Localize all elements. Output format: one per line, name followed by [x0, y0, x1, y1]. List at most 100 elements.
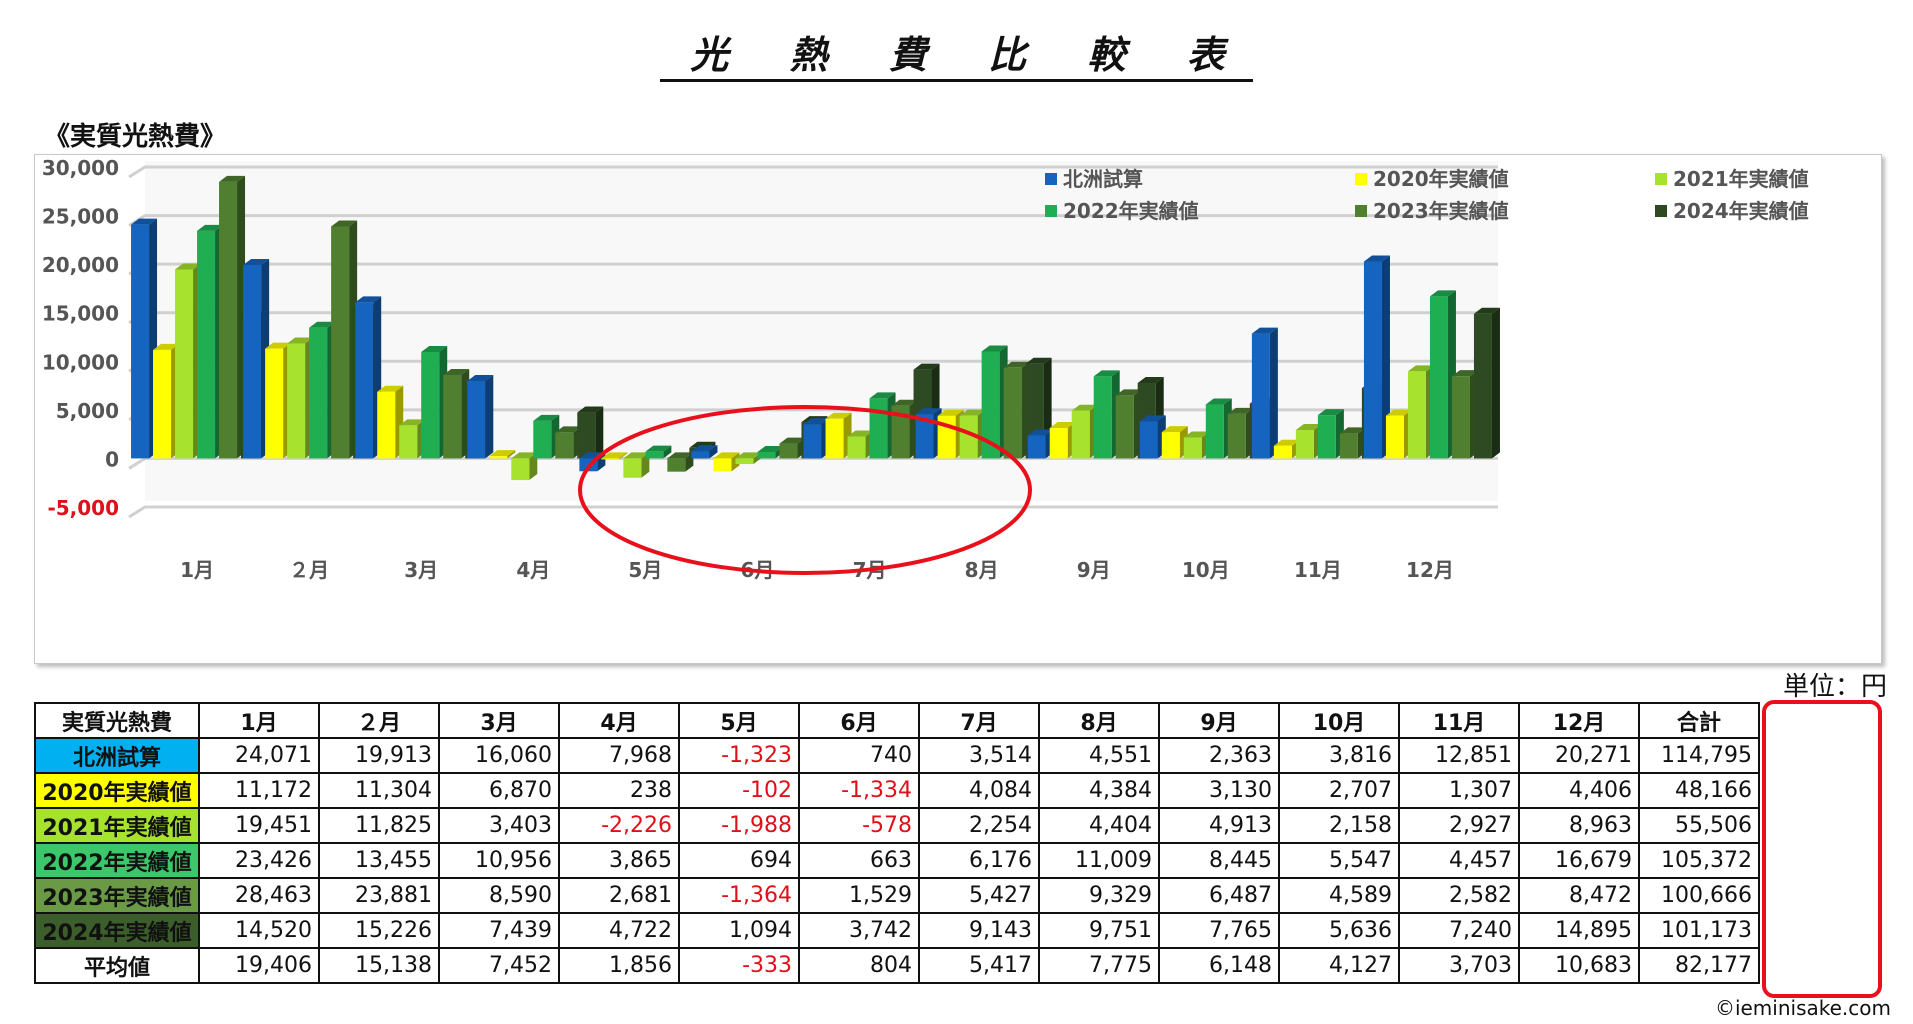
table-total-cell: 105,372: [1638, 842, 1760, 879]
highlight-ellipse: [578, 405, 1032, 575]
bar-top: [1451, 370, 1478, 377]
bar-top: [757, 445, 784, 452]
bar-top: [913, 363, 940, 370]
bar-top: [601, 452, 628, 459]
bar-top: [937, 409, 964, 416]
bar-side: [1269, 327, 1278, 459]
bar: [467, 381, 486, 459]
bar: [1429, 296, 1448, 459]
table-cell: 14,520: [198, 912, 320, 949]
table-cell: 7,240: [1398, 912, 1520, 949]
bar: [869, 398, 888, 459]
bar: [243, 264, 262, 459]
bar-top: [1139, 415, 1166, 422]
copyright-text: ©ieminisake.com: [1714, 996, 1891, 1020]
bar: [1227, 413, 1246, 459]
bar-top: [197, 224, 224, 231]
bar: [1161, 432, 1180, 459]
y-tick-label: 0: [105, 447, 119, 471]
bar-top: [489, 450, 516, 457]
bar: [265, 348, 284, 459]
table-cell: -1,323: [678, 737, 800, 774]
bar-top: [1273, 439, 1300, 446]
table-header-label: 実質光熱費: [34, 702, 200, 739]
table-row: 2021年実績値 19,451 11,825 3,403 -2,226 -1,988 -57…: [34, 807, 1760, 844]
bar: [533, 420, 552, 459]
bar: [891, 405, 910, 459]
bar-top: [1363, 255, 1390, 262]
x-tick-label: 12月: [1406, 558, 1454, 582]
bar: [511, 458, 530, 481]
y-tick-label: 20,000: [42, 253, 119, 277]
y-tick-label: 15,000: [42, 302, 119, 326]
bar: [691, 451, 710, 459]
bar: [601, 458, 620, 460]
table-cell: 3,703: [1398, 947, 1520, 984]
table-header-total: 合計: [1638, 702, 1760, 739]
table-cell: -1,334: [798, 772, 920, 809]
table-cell: 2,158: [1278, 807, 1400, 844]
table-cell: 4,127: [1278, 947, 1400, 984]
bar-top: [467, 375, 494, 382]
table-body: 北洲試算 24,071 19,913 16,060 7,968 -1,323 740 3,51…: [34, 737, 1760, 984]
bar: [847, 436, 866, 459]
bar-top: [891, 399, 918, 406]
table-header-row: 実質光熱費 1月 ２月 3月 4月 5月 6月 7月 8月 9月 10月 11月 12月 合計: [34, 702, 1760, 739]
bar: [803, 424, 822, 459]
x-tick-label: 10月: [1182, 558, 1230, 582]
bar: [1027, 435, 1046, 459]
bar-top: [1339, 427, 1366, 434]
bar: [825, 418, 844, 459]
table-cell: 7,775: [1038, 947, 1160, 984]
bar: [1071, 410, 1090, 459]
bar: [331, 226, 350, 459]
bar: [421, 351, 440, 459]
table-header-month: ２月: [318, 702, 440, 739]
bar: [1385, 415, 1404, 459]
bar-top: [713, 452, 740, 459]
table-cell: -1,364: [678, 877, 800, 914]
bar-top: [691, 445, 718, 452]
table-cell: 2,582: [1398, 877, 1520, 914]
x-tick-label: 5月: [628, 558, 662, 582]
legend-label: 2022年実績値: [1063, 199, 1199, 223]
bar-top: [1205, 398, 1232, 405]
bar-top: [175, 263, 202, 270]
bar-side: [529, 452, 538, 481]
table-cell: 9,329: [1038, 877, 1160, 914]
table-row: 北洲試算 24,071 19,913 16,060 7,968 -1,323 740 3,51…: [34, 737, 1760, 774]
bar: [443, 374, 462, 459]
table-cell: 663: [798, 842, 920, 879]
table-total-cell: 55,506: [1638, 807, 1760, 844]
table-cell: 3,816: [1278, 737, 1400, 774]
table-header-month: 7月: [918, 702, 1040, 739]
bar: [1317, 415, 1336, 459]
y-tick-label: 25,000: [42, 205, 119, 229]
bar-side: [1381, 255, 1390, 459]
bar-top: [1473, 307, 1500, 314]
table-cell: 13,455: [318, 842, 440, 879]
bar-top: [847, 430, 874, 437]
table-cell: 19,406: [198, 947, 320, 984]
bar: [1407, 371, 1426, 459]
table-cell: 1,529: [798, 877, 920, 914]
table-cell: 4,406: [1518, 772, 1640, 809]
bar-top: [377, 385, 404, 392]
bar: [153, 349, 172, 459]
table-cell: 8,445: [1158, 842, 1280, 879]
table-cell: 9,751: [1038, 912, 1160, 949]
bar-side: [663, 445, 672, 459]
bar-top: [623, 452, 650, 459]
table-row-label: 北洲試算: [34, 737, 200, 774]
bar-top: [555, 426, 582, 433]
bar-top: [265, 342, 292, 349]
bar-top: [421, 345, 448, 352]
table-cell: 6,487: [1158, 877, 1280, 914]
bar-top: [533, 414, 560, 421]
x-tick-label: 1月: [180, 558, 214, 582]
bar: [309, 327, 328, 459]
table-cell: 6,176: [918, 842, 1040, 879]
chart-subtitle: 《実質光熱費》: [44, 122, 227, 152]
table-cell: 5,417: [918, 947, 1040, 984]
bar: [1339, 433, 1358, 459]
